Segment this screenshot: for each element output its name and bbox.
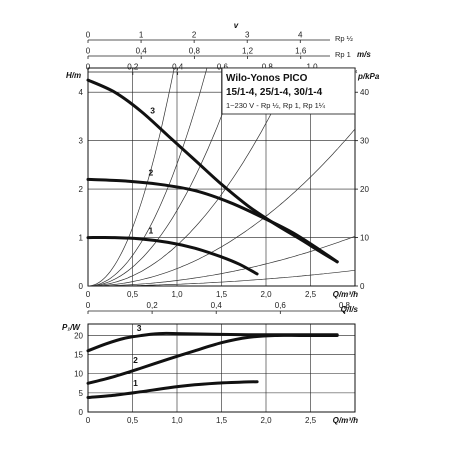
y2-tick-label: 30 — [360, 137, 369, 146]
y-axis-label: H/m — [66, 71, 81, 80]
power-curve-2 — [86, 333, 339, 385]
curve-label: 1 — [149, 226, 154, 236]
velocity-scale-tick-label: 1,2 — [242, 47, 254, 56]
velocity-scale-name: Rp ½ — [335, 34, 354, 43]
velocity-scale-tick-label: 4 — [298, 31, 303, 40]
y2-tick-label: 0 — [360, 282, 365, 291]
system-curve — [88, 269, 355, 286]
pump-curve-2 — [86, 177, 339, 264]
chart-note: 1~230 V - Rp ½, Rp 1, Rp 1¼ — [226, 101, 326, 110]
chart-subtitle: 15/1-4, 25/1-4, 30/1-4 — [226, 87, 323, 98]
velocity-scale-tick-label: 0 — [86, 63, 91, 72]
velocity-scale-tick-label: 0,8 — [189, 47, 201, 56]
system-curve — [88, 68, 295, 286]
curve-label: 3 — [150, 105, 155, 115]
velocity-scale-tick-label: 1,0 — [307, 63, 319, 72]
velocity-scale-tick-label: 2 — [192, 31, 197, 40]
power-x-axis-label: Q/m³/h — [333, 416, 358, 425]
velocity-unit: m/s — [357, 50, 371, 59]
system-curve — [88, 68, 175, 286]
power-x-tick-label: 0 — [86, 416, 91, 425]
power-x-tick-label: 2,0 — [260, 416, 272, 425]
x-tick-label: 0 — [86, 290, 91, 299]
x-tick-label: 1,0 — [171, 290, 183, 299]
velocity-scale-tick-label: 1,6 — [295, 47, 307, 56]
curve-label: 2 — [149, 167, 154, 177]
pump-curve-1 — [86, 235, 259, 276]
velocity-scale-tick-label: 0 — [86, 47, 91, 56]
power-y-axis-label: P₁/W — [62, 323, 81, 332]
velocity-scale-tick-label: 0,6 — [217, 63, 229, 72]
power-y-tick-label: 10 — [74, 370, 83, 379]
system-curve — [88, 68, 208, 286]
velocity-scale-name: Rp 1 — [335, 50, 351, 59]
power-curve-label: 1 — [133, 378, 138, 388]
system-curve — [88, 128, 355, 286]
plot-frame — [87, 67, 356, 287]
x2-tick-label: 0,4 — [211, 301, 223, 310]
power-y-tick-label: 15 — [74, 351, 83, 360]
velocity-scale-tick-label: 0,8 — [262, 63, 274, 72]
title-box — [221, 67, 356, 115]
power-y-tick-label: 20 — [74, 331, 83, 340]
pump-curve-3 — [86, 78, 339, 264]
power-x-tick-label: 1,5 — [216, 416, 228, 425]
power-x-tick-label: 0,5 — [127, 416, 139, 425]
x-tick-label: 1,5 — [216, 290, 228, 299]
velocity-scale-tick-label: 0,4 — [136, 47, 148, 56]
chart-title: Wilo-Yonos PICO — [226, 73, 308, 84]
y-tick-label: 2 — [79, 185, 84, 194]
x-tick-label: 2,0 — [260, 290, 272, 299]
y2-axis-label: p/kPa — [357, 72, 380, 81]
velocity-label: v — [234, 21, 239, 30]
y-tick-label: 0 — [79, 282, 84, 291]
power-curve-label: 3 — [137, 323, 142, 333]
velocity-scale-tick-label: 3 — [245, 31, 250, 40]
y-tick-label: 4 — [79, 88, 84, 97]
velocity-scale-tick-label: 0,4 — [172, 63, 184, 72]
x-tick-label: 2,5 — [305, 290, 317, 299]
x2-axis-label: Q/l/s — [341, 305, 359, 314]
y2-tick-label: 20 — [360, 185, 369, 194]
x2-tick-label: 0 — [86, 301, 91, 310]
velocity-scale-tick-label: 1 — [139, 31, 144, 40]
x2-tick-label: 0,8 — [339, 301, 351, 310]
y-tick-label: 1 — [79, 234, 84, 243]
x-tick-label: 0,5 — [127, 290, 139, 299]
x-axis-label: Q/m³/h — [333, 290, 358, 299]
y-tick-label: 3 — [79, 137, 84, 146]
power-curve-label: 2 — [133, 355, 138, 365]
velocity-scale-tick-label: 0,2 — [127, 63, 139, 72]
y2-tick-label: 10 — [360, 234, 369, 243]
power-y-tick-label: 5 — [79, 389, 84, 398]
power-x-tick-label: 1,0 — [171, 416, 183, 425]
y2-tick-label: 40 — [360, 88, 369, 97]
x2-tick-label: 0,2 — [147, 301, 159, 310]
power-y-tick-label: 0 — [79, 408, 84, 417]
power-x-tick-label: 2,5 — [305, 416, 317, 425]
power-curve-1 — [86, 380, 259, 399]
system-curve — [88, 235, 355, 286]
power-plot-frame — [87, 323, 356, 413]
velocity-scale-tick-label: 0 — [86, 31, 91, 40]
x2-tick-label: 0,6 — [275, 301, 287, 310]
power-curve-3 — [86, 331, 339, 353]
